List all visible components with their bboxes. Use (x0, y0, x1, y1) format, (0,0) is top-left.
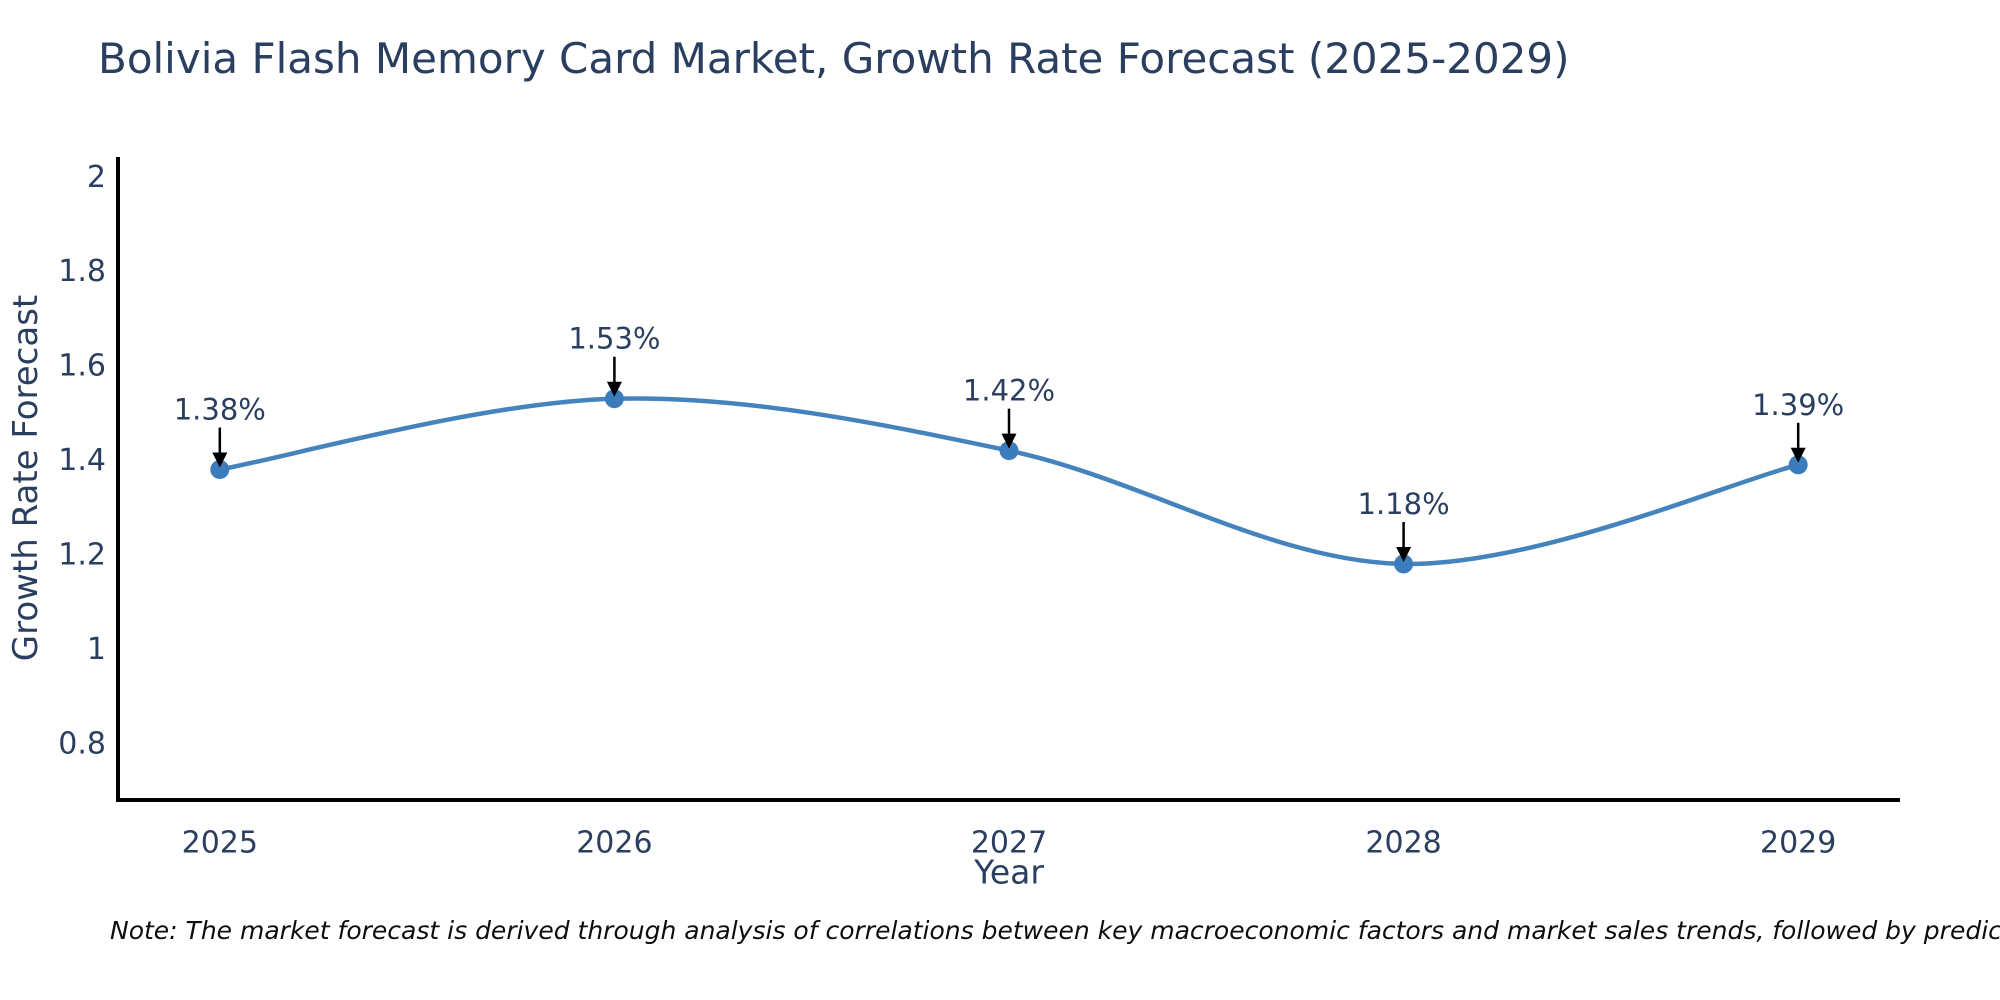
y-tick-label: 1.4 (58, 443, 106, 478)
y-tick-label: 0.8 (58, 726, 106, 761)
annotation-arrowhead-icon (1396, 546, 1412, 562)
point-value-label: 1.39% (1752, 388, 1844, 422)
annotation-arrowhead-icon (212, 452, 228, 468)
x-tick-label: 2025 (182, 826, 258, 861)
chart-title: Bolivia Flash Memory Card Market, Growth… (98, 34, 1570, 83)
point-value-label: 1.18% (1358, 487, 1450, 521)
data-point-marker[interactable] (1788, 455, 1808, 475)
y-tick-label: 1.8 (58, 254, 106, 289)
y-tick-label: 1.6 (58, 349, 106, 384)
data-point-marker[interactable] (1394, 554, 1414, 574)
y-tick-label: 2 (87, 160, 106, 195)
y-tick-label: 1.2 (58, 538, 106, 573)
x-tick-label: 2027 (971, 826, 1047, 861)
footnote: Note: The market forecast is derived thr… (110, 916, 2000, 945)
data-point-marker[interactable] (999, 441, 1019, 461)
annotation-arrowhead-icon (1001, 433, 1017, 449)
data-point-marker[interactable] (210, 460, 230, 480)
y-axis-title: Growth Rate Forecast (6, 294, 46, 662)
data-point-marker[interactable] (604, 389, 624, 409)
annotation-arrowhead-icon (1790, 447, 1806, 463)
point-value-label: 1.53% (568, 322, 660, 356)
annotation-arrowhead-icon (606, 381, 622, 397)
point-value-label: 1.38% (174, 393, 266, 427)
y-tick-label: 1 (87, 632, 106, 667)
point-value-label: 1.42% (963, 374, 1055, 408)
x-tick-label: 2026 (576, 826, 652, 861)
x-tick-label: 2028 (1365, 826, 1441, 861)
x-tick-label: 2029 (1760, 826, 1836, 861)
x-axis-title: Year (974, 852, 1044, 892)
